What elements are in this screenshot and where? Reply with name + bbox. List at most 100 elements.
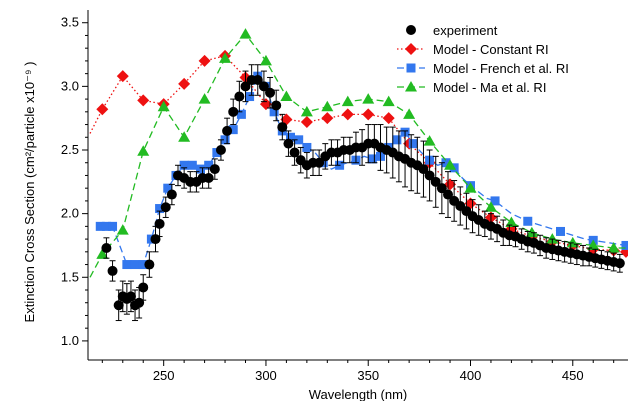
data-point xyxy=(245,92,255,102)
legend: experiment Model - Constant RI Model - Fre… xyxy=(397,23,569,95)
data-point xyxy=(154,218,165,229)
y-tick-label: 3.0 xyxy=(61,78,79,93)
data-point xyxy=(178,131,191,142)
y-tick-label: 1.0 xyxy=(61,333,79,348)
series-layer xyxy=(89,28,628,322)
legend-marker xyxy=(406,63,416,73)
data-point xyxy=(234,91,245,102)
series-model-ma-et-al-ri xyxy=(89,28,626,278)
series-line xyxy=(89,33,626,278)
legend-marker xyxy=(406,25,416,35)
y-tick-label: 2.0 xyxy=(61,206,79,221)
data-point xyxy=(277,122,288,133)
data-point xyxy=(122,260,132,270)
x-tick-label: 350 xyxy=(357,368,379,383)
data-point xyxy=(259,54,272,66)
data-point xyxy=(341,108,354,121)
data-point xyxy=(302,142,312,152)
data-point xyxy=(283,138,294,149)
data-point xyxy=(166,189,177,200)
data-point xyxy=(163,183,173,193)
data-point xyxy=(289,147,300,158)
data-point xyxy=(138,260,148,270)
data-point xyxy=(125,291,136,302)
data-point xyxy=(198,93,211,104)
series-line xyxy=(89,55,627,253)
data-point xyxy=(222,125,233,136)
data-point xyxy=(280,90,293,102)
data-point xyxy=(101,243,112,253)
data-point xyxy=(138,282,149,293)
x-tick-label: 400 xyxy=(460,368,482,383)
x-tick-label: 450 xyxy=(562,368,584,383)
legend-entry: Model - Ma et al. RI xyxy=(397,80,546,95)
data-point xyxy=(196,164,205,174)
data-point xyxy=(464,182,477,193)
legend-marker xyxy=(405,81,417,92)
data-point xyxy=(203,173,214,183)
data-point xyxy=(96,103,109,116)
data-point xyxy=(271,100,282,111)
data-point xyxy=(220,135,230,145)
legend-label: Model - French et al. RI xyxy=(433,61,569,76)
data-point xyxy=(144,259,155,270)
data-point xyxy=(403,108,416,119)
legend-entry: Model - Constant RI xyxy=(397,42,549,57)
data-point xyxy=(300,116,313,128)
legend-label: Model - Ma et al. RI xyxy=(433,80,546,95)
data-point xyxy=(423,135,436,146)
data-point xyxy=(443,189,453,200)
data-point xyxy=(228,106,239,117)
data-point xyxy=(108,221,118,231)
legend-marker xyxy=(405,43,417,55)
data-point xyxy=(408,139,418,149)
data-point xyxy=(116,70,129,83)
x-axis-title: Wavelength (nm) xyxy=(309,387,408,401)
data-point xyxy=(614,258,625,269)
data-point xyxy=(441,158,451,168)
data-point xyxy=(113,300,124,311)
data-point xyxy=(444,178,457,191)
data-point xyxy=(179,160,189,170)
data-point xyxy=(505,216,518,228)
data-point xyxy=(240,81,251,92)
data-point xyxy=(418,164,429,175)
data-point xyxy=(621,240,628,250)
data-point xyxy=(178,77,191,90)
data-point xyxy=(556,226,565,236)
data-point xyxy=(265,87,276,98)
data-point xyxy=(150,234,161,245)
data-point xyxy=(546,233,559,244)
data-point xyxy=(239,28,252,39)
data-point xyxy=(294,135,304,145)
data-point xyxy=(362,93,375,104)
data-point xyxy=(219,52,232,63)
data-point xyxy=(300,105,313,117)
data-point xyxy=(137,94,150,107)
data-point xyxy=(587,239,600,250)
data-point xyxy=(382,112,395,125)
data-point xyxy=(314,157,325,168)
data-point xyxy=(607,242,620,253)
data-point xyxy=(236,109,246,119)
legend-label: Model - Constant RI xyxy=(433,42,549,57)
data-point xyxy=(215,145,226,155)
data-point xyxy=(137,145,150,156)
x-tick-label: 300 xyxy=(255,368,277,383)
data-point xyxy=(204,160,214,170)
data-point xyxy=(484,201,497,212)
data-point xyxy=(525,226,538,238)
axes: 250 300 350 400 450 1.0 1.5 2.0 2.5 3.0 3.5 xyxy=(61,10,628,383)
series-model-constant-ri xyxy=(89,49,628,258)
y-tick-label: 3.5 xyxy=(61,15,79,30)
data-point xyxy=(490,196,500,206)
data-point xyxy=(362,108,375,121)
data-point xyxy=(209,164,220,175)
data-point xyxy=(523,216,533,226)
data-point xyxy=(157,100,170,112)
data-point xyxy=(258,81,269,92)
y-tick-label: 2.5 xyxy=(61,142,79,157)
y-axis-title: Extinction Cross Section (cm²/particle x… xyxy=(22,62,37,323)
data-point xyxy=(96,248,109,259)
